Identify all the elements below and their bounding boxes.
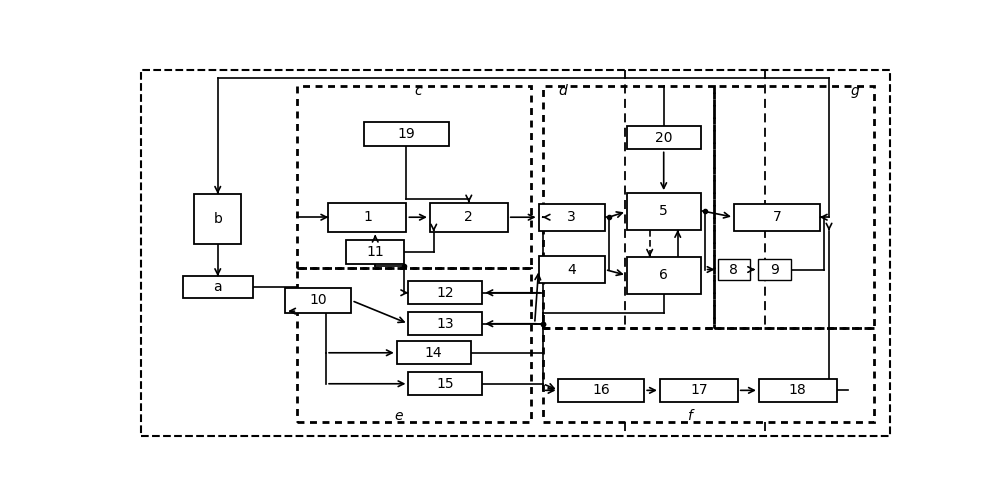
Bar xyxy=(430,203,508,232)
Bar xyxy=(396,341,471,364)
Bar xyxy=(408,281,483,304)
Text: 6: 6 xyxy=(659,268,668,282)
Text: f: f xyxy=(687,409,692,423)
Bar xyxy=(328,203,406,232)
Bar xyxy=(759,259,791,280)
Text: 20: 20 xyxy=(655,131,672,145)
Bar xyxy=(660,379,737,402)
Bar xyxy=(298,268,531,423)
Bar xyxy=(408,312,483,336)
Text: 7: 7 xyxy=(773,210,781,224)
Bar xyxy=(627,193,701,230)
Text: 2: 2 xyxy=(465,210,473,224)
Text: 17: 17 xyxy=(690,383,707,397)
Bar xyxy=(733,204,820,231)
Text: 1: 1 xyxy=(363,210,372,224)
Bar xyxy=(543,327,874,423)
Bar xyxy=(346,240,404,264)
Bar xyxy=(408,372,483,395)
Bar xyxy=(759,379,837,402)
Text: 10: 10 xyxy=(310,293,327,307)
Text: b: b xyxy=(213,212,222,226)
Bar xyxy=(558,379,644,402)
Text: d: d xyxy=(558,85,567,99)
Bar xyxy=(183,276,253,298)
Bar xyxy=(363,122,450,145)
Bar xyxy=(538,204,605,231)
Text: 9: 9 xyxy=(770,263,779,277)
Bar xyxy=(285,288,351,313)
Text: 4: 4 xyxy=(567,263,576,277)
Bar xyxy=(717,259,750,280)
Text: 18: 18 xyxy=(789,383,807,397)
Text: e: e xyxy=(394,409,403,423)
Text: 3: 3 xyxy=(567,210,576,224)
Bar xyxy=(298,86,531,268)
Text: g: g xyxy=(851,85,859,99)
Bar xyxy=(538,256,605,283)
Text: 16: 16 xyxy=(593,383,611,397)
Text: 19: 19 xyxy=(397,127,415,141)
Text: 12: 12 xyxy=(437,286,455,300)
Text: 13: 13 xyxy=(437,317,455,331)
Text: 11: 11 xyxy=(366,245,384,259)
Bar xyxy=(194,194,241,244)
Bar xyxy=(543,86,714,327)
Text: 14: 14 xyxy=(425,346,443,360)
Text: c: c xyxy=(414,85,422,99)
Text: a: a xyxy=(213,280,222,294)
Bar xyxy=(627,257,701,294)
Text: 5: 5 xyxy=(659,204,668,218)
Bar xyxy=(714,86,874,327)
Bar xyxy=(627,126,701,149)
Text: 15: 15 xyxy=(437,377,455,391)
Text: 8: 8 xyxy=(729,263,738,277)
